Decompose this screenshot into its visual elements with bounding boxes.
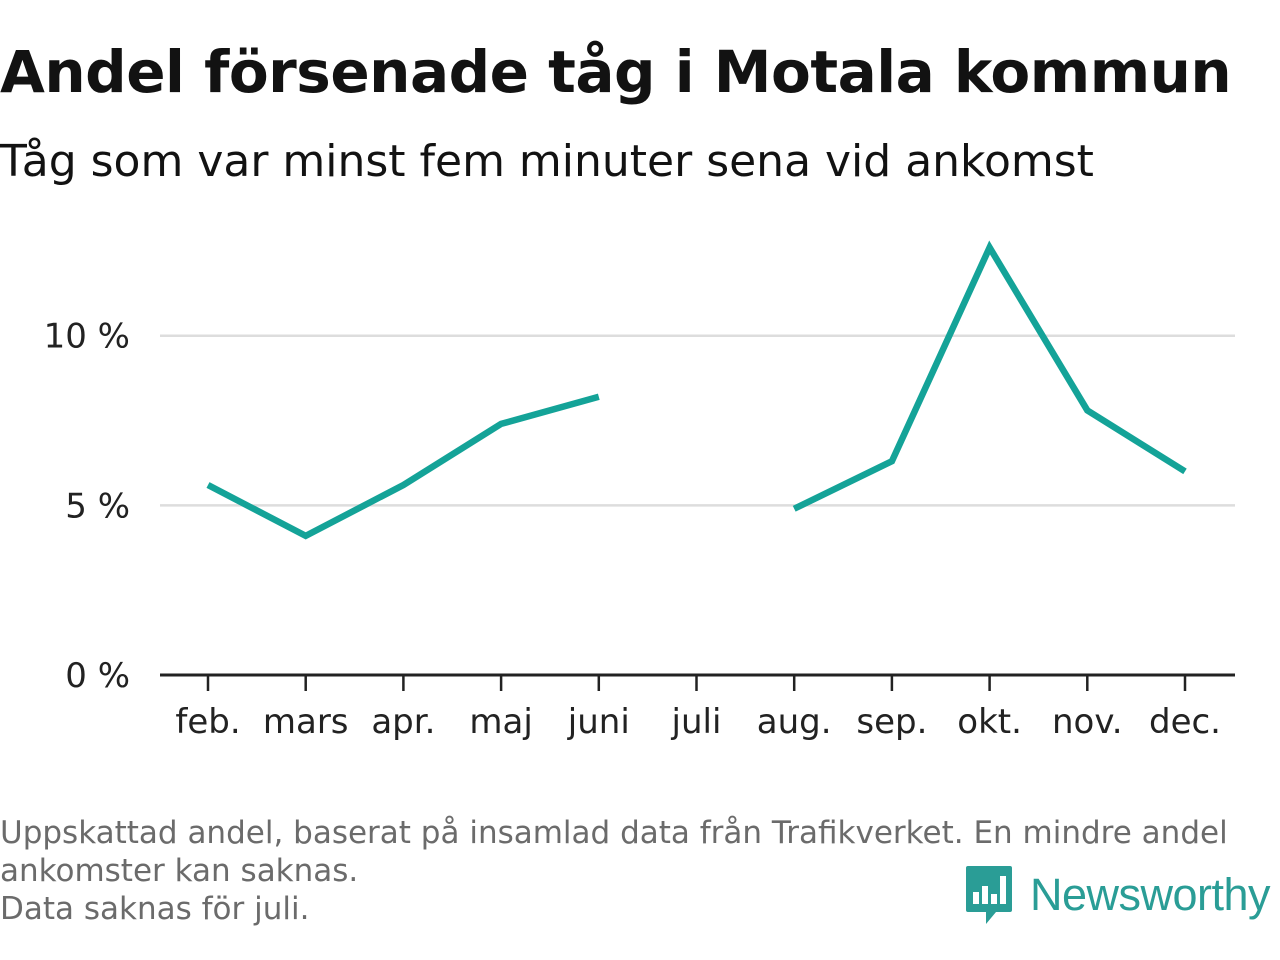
series-line-segment bbox=[792, 240, 1187, 512]
chart-subtitle: Tåg som var minst fem minuter sena vid a… bbox=[0, 136, 1094, 187]
x-tick-label: sep. bbox=[856, 702, 927, 742]
chart-title: Andel försenade tåg i Motala kommun bbox=[0, 38, 1232, 106]
x-tick-label: dec. bbox=[1149, 702, 1221, 742]
x-tick-label: aug. bbox=[757, 702, 832, 742]
grid-layer bbox=[160, 334, 1235, 507]
line-chart: 0 % 5 % 10 % feb. mars apr. maj juni juli aug. sep… bbox=[44, 240, 1235, 742]
y-tick-label: 5 % bbox=[65, 486, 130, 526]
footnote: Uppskattad andel, baserat på insamlad da… bbox=[0, 814, 1270, 928]
x-tick-label: mars bbox=[263, 702, 349, 742]
label-layer: 0 % 5 % 10 % feb. mars apr. maj juni juli aug. sep… bbox=[44, 317, 1221, 742]
x-tick-label: feb. bbox=[175, 702, 240, 742]
footnote-line: Data saknas för juli. bbox=[0, 891, 310, 927]
newsworthy-logo: Newsworthy bbox=[964, 864, 1271, 926]
x-tick-label: maj bbox=[469, 702, 532, 742]
series-layer bbox=[206, 240, 1187, 540]
series-line-segment bbox=[206, 393, 600, 540]
footnote-line: Uppskattad andel, baserat på insamlad da… bbox=[0, 815, 1228, 851]
x-tick-label: juli bbox=[671, 702, 722, 742]
footnote-line: ankomster kan saknas. bbox=[0, 853, 359, 889]
axis-layer bbox=[160, 673, 1235, 691]
x-tick-label: nov. bbox=[1052, 702, 1123, 742]
y-tick-label: 0 % bbox=[65, 656, 130, 696]
logo-text: Newsworthy bbox=[1030, 869, 1271, 920]
x-tick-label: okt. bbox=[957, 702, 1022, 742]
y-tick-label: 10 % bbox=[44, 317, 130, 357]
x-tick-label: juni bbox=[567, 702, 630, 742]
bar-chart-speech-bubble-icon bbox=[966, 866, 1012, 924]
x-tick-label: apr. bbox=[371, 702, 435, 742]
